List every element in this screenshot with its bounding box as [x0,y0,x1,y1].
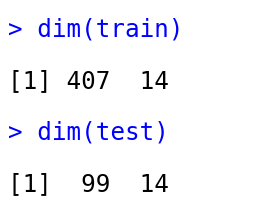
Text: > dim(test): > dim(test) [8,120,169,144]
Text: [1]  99  14: [1] 99 14 [8,172,169,196]
Text: [1] 407  14: [1] 407 14 [8,69,169,93]
Text: > dim(train): > dim(train) [8,17,184,41]
